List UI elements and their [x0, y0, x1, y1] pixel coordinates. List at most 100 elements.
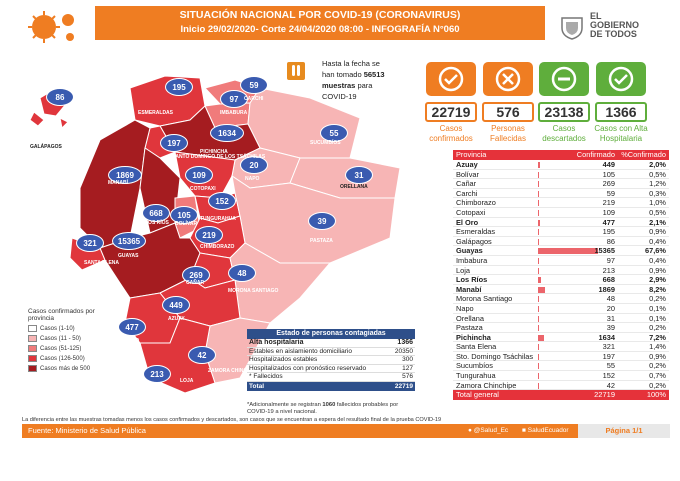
province-label: COTOPAXI	[190, 186, 216, 192]
legend-item: Casos (126-500)	[28, 355, 108, 362]
row-province: Loja	[456, 265, 470, 275]
row-bar	[538, 190, 539, 197]
case-bubble: 152	[208, 192, 236, 210]
row-confirmed: 449	[535, 160, 619, 169]
row-province: Imbabura	[456, 255, 488, 265]
province-label: ESMERALDAS	[138, 110, 174, 116]
kpi-label: Casos descartados	[542, 124, 586, 143]
row-bar	[538, 286, 546, 293]
row-province: Azuay	[456, 160, 478, 169]
table-row: Cotopaxi 109 0,5%	[453, 208, 669, 218]
kpi-label: Personas Fallecidas	[489, 124, 526, 143]
total-value: 22719	[594, 390, 615, 400]
row-province: Zamora Chinchipe	[456, 380, 517, 390]
table-row: Pastaza 39 0,2%	[453, 323, 669, 333]
case-bubble: 15365	[112, 232, 146, 250]
row-province: Galápagos	[456, 236, 492, 246]
case-bubble: 1634	[210, 124, 244, 142]
row-pct: 0,1%	[649, 313, 666, 323]
row-confirmed: 105	[535, 170, 619, 179]
table-row: El Oro 477 2,1%	[453, 218, 669, 228]
row-pct: 1,0%	[649, 198, 666, 208]
province-label: AZUAY	[168, 316, 185, 322]
case-bubble: 477	[118, 318, 146, 336]
province-label: SANTO DOMINGO DE LOS TSÁCHILAS	[172, 154, 266, 160]
footnote: La diferencia entre las muestras tomadas…	[22, 417, 442, 423]
case-bubble: 219	[195, 226, 223, 244]
province-manabi	[79, 119, 151, 249]
case-bubble: 449	[162, 296, 190, 314]
row-province: Chimborazo	[456, 198, 496, 208]
table-row: Chimborazo 219 1,0%	[453, 198, 669, 208]
legend-label: Casos (51-125)	[40, 345, 82, 352]
table-row: Los Ríos 668 2,9%	[453, 275, 669, 285]
row-bar	[538, 200, 539, 207]
legend-label: Casos (1-10)	[40, 325, 75, 332]
row-pct: 2,0%	[649, 160, 666, 169]
table-row: Pichincha 1634 7,2%	[453, 333, 669, 343]
row-province: Pichincha	[456, 332, 491, 342]
row-bar	[538, 181, 540, 188]
province-label: GALÁPAGOS	[30, 144, 62, 150]
row-confirmed: 31	[535, 314, 619, 323]
case-bubble: 59	[240, 76, 268, 94]
row-province: Cañar	[456, 179, 477, 189]
row-confirmed: 48	[535, 294, 619, 303]
province-label: PICHINCHA	[200, 149, 228, 155]
status-title: Estado de personas contagiadas	[247, 329, 415, 339]
table-row: Santa Elena 321 1,4%	[453, 342, 669, 352]
row-confirmed: 1634	[535, 333, 619, 342]
kpi-value: 23138	[538, 102, 590, 122]
row-bar	[538, 382, 539, 389]
row-confirmed: 197	[535, 352, 619, 361]
row-confirmed: 86	[535, 237, 619, 246]
legend-label: Casos (126-500)	[40, 355, 85, 362]
legend-item: Casos más de 500	[28, 365, 108, 372]
case-bubble: 97	[220, 90, 248, 108]
row-confirmed: 39	[535, 323, 619, 332]
province-label: SANTA ELENA	[84, 260, 119, 266]
row-province: Pastaza	[456, 323, 483, 333]
row-pct: 0,9%	[649, 351, 666, 361]
map-legend: Casos confirmados por provincia Casos (1…	[28, 308, 108, 372]
table-row: Guayas 15365 67,6%	[453, 246, 669, 256]
facebook-icon: ■	[522, 427, 526, 434]
page-title: SITUACIÓN NACIONAL POR COVID-19 (CORONAV…	[179, 9, 461, 21]
table-row: Napo 20 0,1%	[453, 304, 669, 314]
province-label: LOJA	[180, 378, 194, 384]
total-label: Total general	[456, 390, 499, 400]
row-province: Manabí	[456, 284, 482, 294]
legend-swatch	[28, 355, 37, 362]
case-bubble: 31	[345, 166, 373, 184]
tests-text: Hasta la fecha se han tomado 56513 muest…	[322, 59, 385, 101]
row-pct: 0,3%	[649, 188, 666, 198]
facebook-link[interactable]: ■ SaludEcuador	[522, 427, 569, 434]
row-confirmed: 97	[535, 256, 619, 265]
row-pct: 0,7%	[649, 371, 666, 381]
kpi-value: 22719	[425, 102, 477, 122]
province-label: SUCUMBÍOS	[310, 140, 341, 146]
gov-line-3: DE TODOS	[590, 29, 637, 39]
case-bubble: 197	[160, 134, 188, 152]
row-pct: 0,2%	[649, 361, 666, 371]
row-confirmed: 219	[535, 198, 619, 207]
row-province: Orellana	[456, 313, 484, 323]
case-bubble: 213	[143, 365, 171, 383]
row-bar	[538, 267, 539, 274]
status-note: *Adicionalmente se registran 1060 fallec…	[247, 402, 399, 415]
row-bar	[538, 219, 540, 226]
row-bar	[538, 257, 539, 264]
table-header: Provincia Confirmado %Confirmado	[453, 150, 669, 160]
table-row: Manabí 1869 8,2%	[453, 285, 669, 295]
row-bar	[538, 315, 539, 322]
row-bar	[538, 344, 540, 351]
province-label: CHIMBORAZO	[200, 244, 235, 250]
row-pct: 0,2%	[649, 294, 666, 304]
case-bubble: 39	[308, 212, 336, 230]
row-bar	[538, 334, 545, 341]
twitter-link[interactable]: ● @Salud_Ec	[468, 427, 509, 434]
row-pct: 2,1%	[649, 217, 666, 227]
legend-item: Casos (11 - 50)	[28, 335, 108, 342]
row-bar	[538, 248, 598, 255]
row-confirmed: 195	[535, 227, 619, 236]
